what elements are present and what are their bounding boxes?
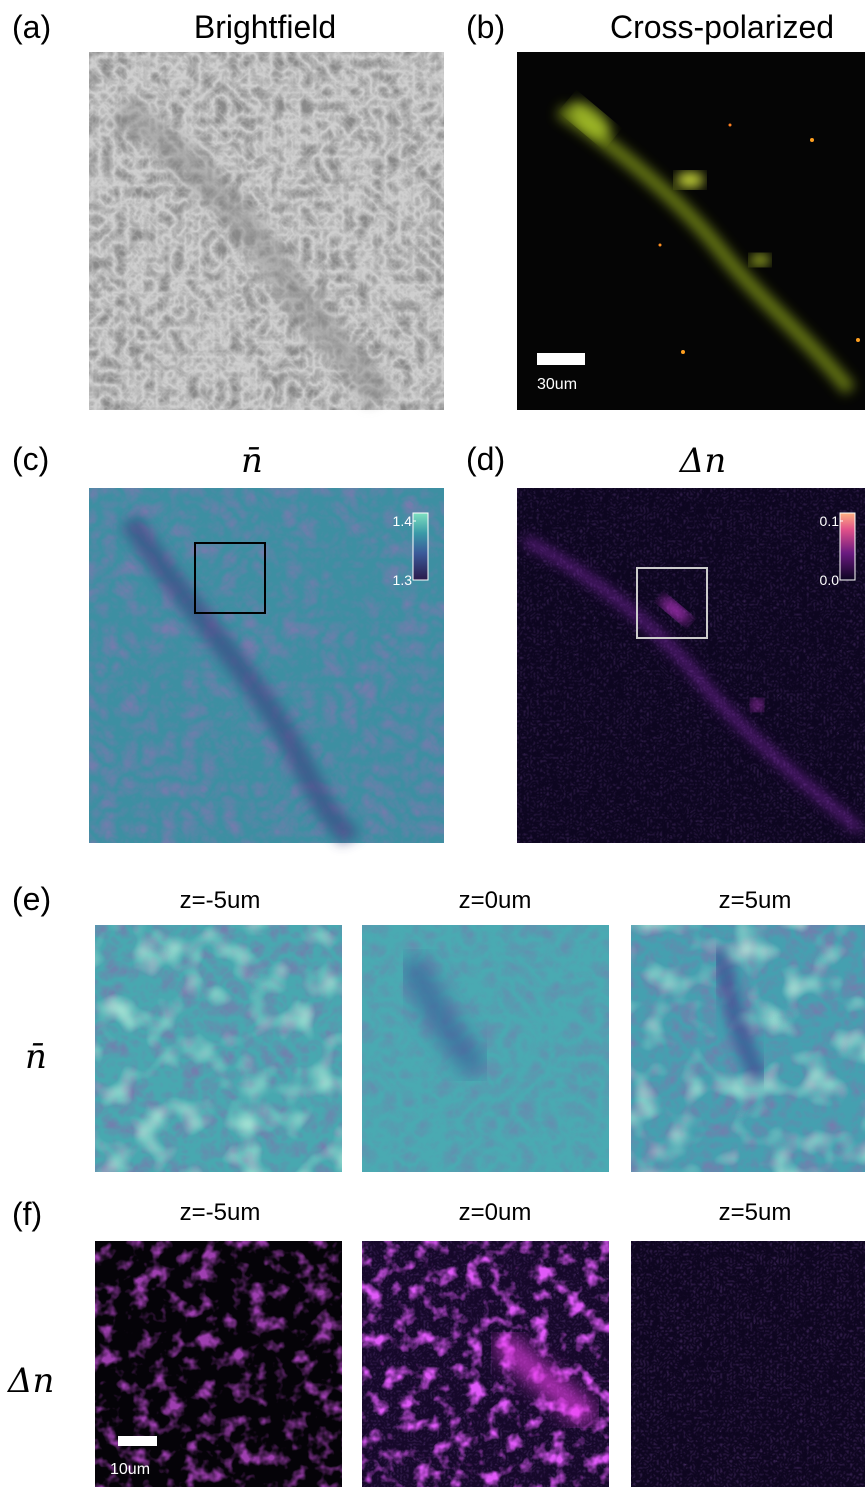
row-label: Δn: [6, 1361, 54, 1401]
scale-bar-label: 10um: [110, 1461, 150, 1478]
colorbar-tick-label: 0.1: [820, 513, 840, 529]
image-cross-polarized: [517, 52, 865, 410]
panel-label: (d): [466, 441, 505, 477]
colorbar-tick-label: 0.0: [820, 572, 840, 588]
column-label: z=0um: [459, 887, 532, 914]
panel-label: (a): [12, 9, 51, 45]
colorbar-tick-label: 1.4: [393, 513, 413, 529]
panel-title: Δn: [678, 441, 726, 481]
colorbar-tick-label: 1.3: [393, 572, 413, 588]
image-brightfield: [89, 52, 444, 410]
image-row-birefringence: [95, 1241, 865, 1487]
panel-label: (e): [12, 881, 51, 917]
image-mean-index: [89, 488, 444, 843]
column-label: z=-5um: [180, 1199, 261, 1226]
panel-label: (f): [12, 1196, 42, 1232]
row-label: n̄: [25, 1037, 47, 1077]
panel-label: (b): [466, 9, 505, 45]
scale-bar-label: 30um: [537, 376, 577, 393]
figure: (a) Brightfield (b) Cross-polarized 30um…: [0, 0, 865, 1487]
panel-title: Brightfield: [194, 9, 336, 45]
column-label: z=5um: [719, 887, 792, 914]
panel-title: n̄: [241, 441, 263, 481]
column-label: z=5um: [719, 1199, 792, 1226]
column-label: z=0um: [459, 1199, 532, 1226]
page: (a) Brightfield (b) Cross-polarized 30um…: [0, 0, 865, 1487]
image-birefringence: [517, 488, 865, 843]
image-row-mean-index: [95, 925, 865, 1172]
panel-label: (c): [12, 441, 49, 477]
panel-title: Cross-polarized: [610, 9, 834, 45]
column-label: z=-5um: [180, 887, 261, 914]
